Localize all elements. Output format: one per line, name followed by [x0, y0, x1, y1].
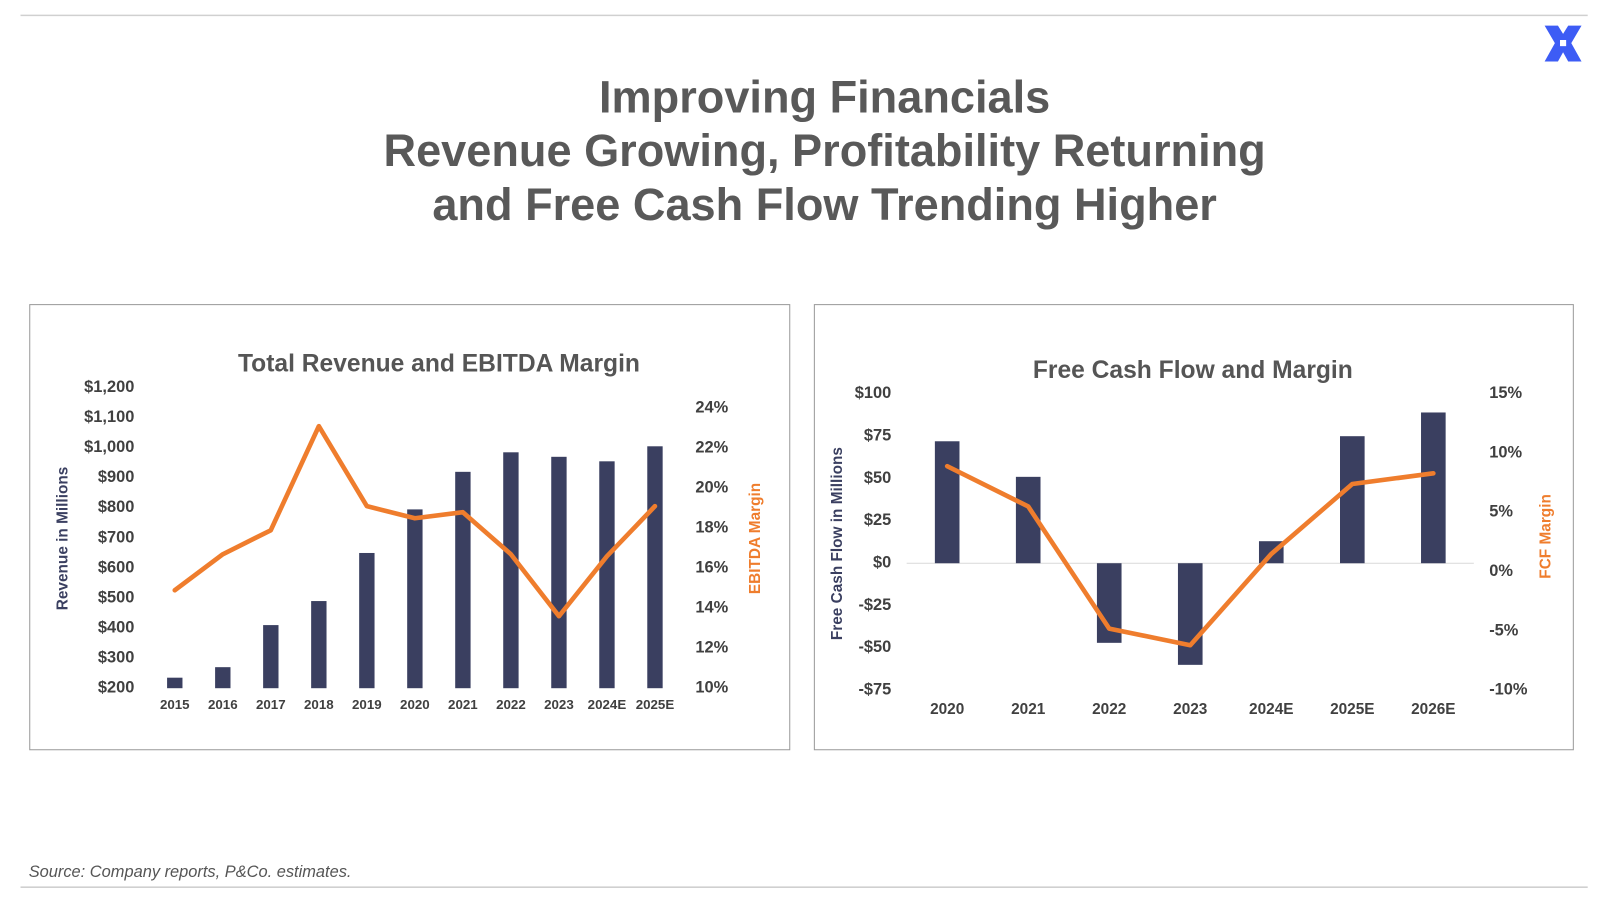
y-tick-label: $50	[864, 469, 891, 487]
y-tick-label: -$50	[858, 638, 891, 656]
title-line: and Free Cash Flow Trending Higher	[432, 179, 1217, 230]
y-tick-label: $400	[98, 618, 135, 636]
y-axis-title: Revenue in Millions	[55, 467, 72, 611]
title-line: Revenue Growing, Profitability Returning	[384, 125, 1266, 176]
x-tick-label: 2022	[1092, 701, 1126, 718]
y2-tick-label: 10%	[1489, 443, 1522, 461]
y-tick-label: $700	[98, 528, 135, 546]
y-tick-label: $800	[98, 498, 135, 516]
x-tick-label: 2025E	[636, 697, 675, 712]
y2-tick-label: 5%	[1489, 503, 1513, 521]
chart-title: Free Cash Flow and Margin	[1033, 357, 1353, 384]
bar	[455, 471, 471, 689]
y-axis-title: Free Cash Flow in Millions	[829, 447, 846, 640]
x-tick-label: 2020	[400, 697, 430, 712]
bar	[1340, 436, 1365, 564]
y-tick-label: $25	[864, 511, 891, 529]
x-tick-label: 2018	[304, 697, 334, 712]
logo	[1544, 25, 1582, 62]
chart-panel	[813, 304, 1574, 751]
y2-tick-label: 22%	[695, 439, 728, 457]
y-tick-label: $200	[98, 679, 135, 697]
y2-axis-title: EBITDA Margin	[747, 483, 764, 594]
bar	[215, 667, 231, 689]
bar	[599, 461, 615, 689]
bar	[551, 456, 567, 689]
y-tick-label: $0	[873, 554, 891, 572]
margin-line	[944, 463, 1436, 648]
x-tick-label: 2023	[544, 697, 574, 712]
y2-tick-label: 14%	[695, 599, 728, 617]
bar	[359, 552, 375, 689]
y-tick-label: $1,200	[84, 378, 134, 396]
x-tick-label: 2021	[1011, 701, 1046, 718]
x-tick-label: 2025E	[1330, 701, 1374, 718]
bar	[647, 446, 663, 689]
x-tick-label: 2024E	[588, 697, 627, 712]
margin-line	[172, 423, 658, 619]
bar	[407, 509, 423, 689]
y2-tick-label: 24%	[695, 399, 728, 417]
y2-tick-label: -5%	[1489, 621, 1519, 639]
x-tick-label: 2022	[496, 697, 526, 712]
y-tick-label: $75	[864, 427, 891, 445]
y-tick-label: $1,100	[84, 408, 134, 426]
x-tick-label: 2016	[208, 697, 238, 712]
title-line: Improving Financials	[599, 71, 1050, 122]
bar	[934, 441, 960, 564]
x-tick-label: 2024E	[1249, 701, 1293, 718]
y-tick-label: $300	[98, 648, 135, 666]
bar	[311, 601, 327, 689]
y-tick-label: $900	[98, 468, 135, 486]
chart-title: Total Revenue and EBITDA Margin	[238, 351, 640, 378]
y2-axis-title: FCF Margin	[1538, 494, 1555, 579]
chart-panel	[29, 304, 791, 751]
y2-tick-label: 10%	[695, 679, 728, 697]
y2-tick-label: 20%	[695, 479, 728, 497]
x-tick-label: 2017	[256, 697, 286, 712]
x-tick-label: 2026E	[1411, 701, 1455, 718]
y-tick-label: $1,000	[84, 438, 134, 456]
y2-tick-label: 15%	[1489, 384, 1522, 402]
bar	[167, 677, 183, 689]
x-tick-label: 2023	[1173, 701, 1207, 718]
x-tick-label: 2019	[352, 697, 382, 712]
y-tick-label: -$75	[858, 681, 891, 699]
x-tick-label: 2015	[160, 697, 190, 712]
x-tick-label: 2020	[930, 701, 964, 718]
y2-tick-label: 0%	[1489, 562, 1513, 580]
y-tick-label: $500	[98, 588, 135, 606]
bar	[1421, 412, 1446, 564]
bar	[503, 452, 519, 689]
y2-tick-label: -10%	[1489, 681, 1528, 699]
y2-tick-label: 12%	[695, 639, 728, 657]
source-note: Source: Company reports, P&Co. estimates…	[29, 863, 352, 881]
y-tick-label: $100	[855, 384, 892, 402]
bar	[1177, 563, 1203, 665]
x-tick-label: 2021	[448, 697, 478, 712]
y2-tick-label: 16%	[695, 559, 728, 577]
bar	[263, 625, 279, 689]
y2-tick-label: 18%	[695, 519, 728, 537]
y-tick-label: $600	[98, 558, 135, 576]
y-tick-label: -$25	[858, 596, 891, 614]
